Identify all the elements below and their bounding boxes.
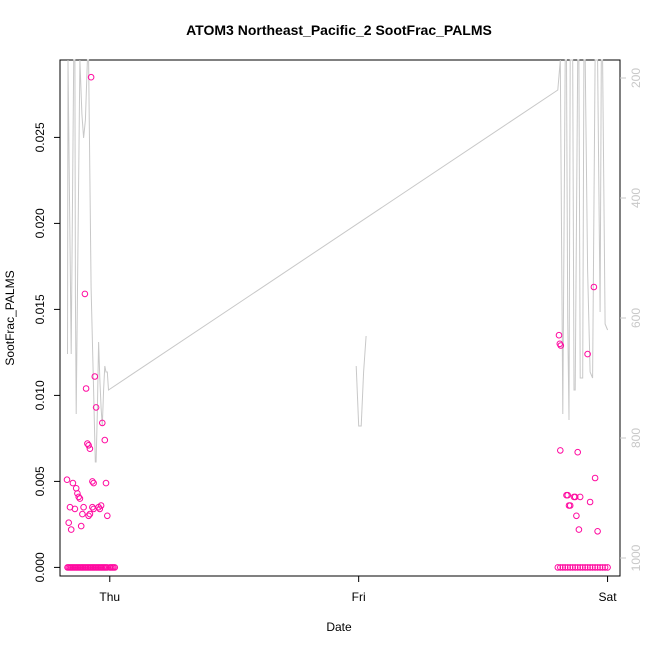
data-point [82,385,90,392]
data-point [555,331,563,339]
data-point [87,73,95,81]
data-point [564,491,572,499]
data-point [591,564,599,571]
data-point [596,564,604,571]
data-point [76,495,84,502]
altitude-line-0 [67,59,609,463]
data-point [589,564,596,571]
y2-tick-label: 400 [629,188,643,208]
data-point [576,564,584,571]
data-point [586,498,594,506]
data-point [601,564,609,571]
y2-tick-label: 800 [629,428,643,448]
data-point [97,502,105,509]
data-point [80,503,87,511]
data-point [571,564,579,571]
data-point [89,503,96,511]
y-tick-label: 0.010 [33,380,47,410]
data-point [86,445,94,453]
data-point [75,493,82,501]
data-point [102,479,110,487]
data-point [594,528,601,535]
altitude-line-1 [355,335,367,427]
data-point [104,564,111,571]
data-point [586,564,594,571]
x-tick-label: Fri [352,590,366,604]
data-point [576,493,584,501]
data-point [554,564,562,571]
data-point [561,564,569,571]
y2-axis: 200 400 600 800 1000 [620,68,643,571]
data-point [579,564,587,571]
y-tick-label: 0.025 [33,122,47,152]
data-points [63,73,611,571]
data-point [96,505,104,513]
x-axis: Thu Fri Sat [99,575,618,604]
data-point [77,522,85,530]
data-point [584,350,591,358]
data-point [71,505,79,513]
data-point [594,564,601,571]
data-point [84,440,91,447]
y-axis-label: SootFrac_PALMS [3,270,17,365]
data-point [74,490,81,497]
plot-area [59,59,621,577]
data-point [575,526,583,533]
data-point [574,564,582,571]
altitude-lines [67,59,609,463]
y2-tick-label: 1000 [629,544,643,571]
data-point [101,436,109,444]
data-point [569,564,577,571]
data-point [90,505,97,513]
data-point [85,512,92,520]
data-point [566,564,574,571]
data-point [65,519,72,527]
data-point [81,290,89,298]
x-tick-label: Thu [99,590,120,604]
x-tick-label: Sat [599,590,618,604]
data-point [63,476,71,484]
data-point [559,564,567,571]
data-point [557,447,564,454]
data-point [85,442,92,449]
data-point [86,510,94,518]
data-point [79,510,86,518]
y-tick-label: 0.020 [33,208,47,238]
data-point [89,478,96,485]
data-point [571,493,579,501]
data-point [566,502,574,509]
data-point [557,342,565,349]
data-point [69,479,77,487]
data-point [99,419,106,427]
data-point [584,564,591,571]
data-point [564,564,572,571]
data-point [574,448,582,456]
y-tick-label: 0.005 [33,466,47,496]
x-axis-label: Date [326,620,352,634]
data-point [111,564,119,571]
chart-title: ATOM3 Northeast_Pacific_2 SootFrac_PALMS [186,22,492,38]
y2-tick-label: 200 [629,68,643,88]
data-point [591,474,599,482]
data-point [604,564,611,571]
y-axis: 0.000 0.005 0.010 0.015 0.020 0.025 [33,122,60,582]
y2-tick-label: 600 [629,308,643,328]
data-point [599,564,606,571]
data-point [91,373,99,380]
data-point [90,479,97,487]
data-point [67,526,75,533]
data-point [573,512,580,520]
data-point [581,564,589,571]
data-point [92,404,100,411]
data-point [557,564,564,571]
y-tick-label: 0.000 [33,552,47,582]
data-point [104,512,111,520]
y-tick-label: 0.015 [33,294,47,324]
data-point [590,283,598,291]
